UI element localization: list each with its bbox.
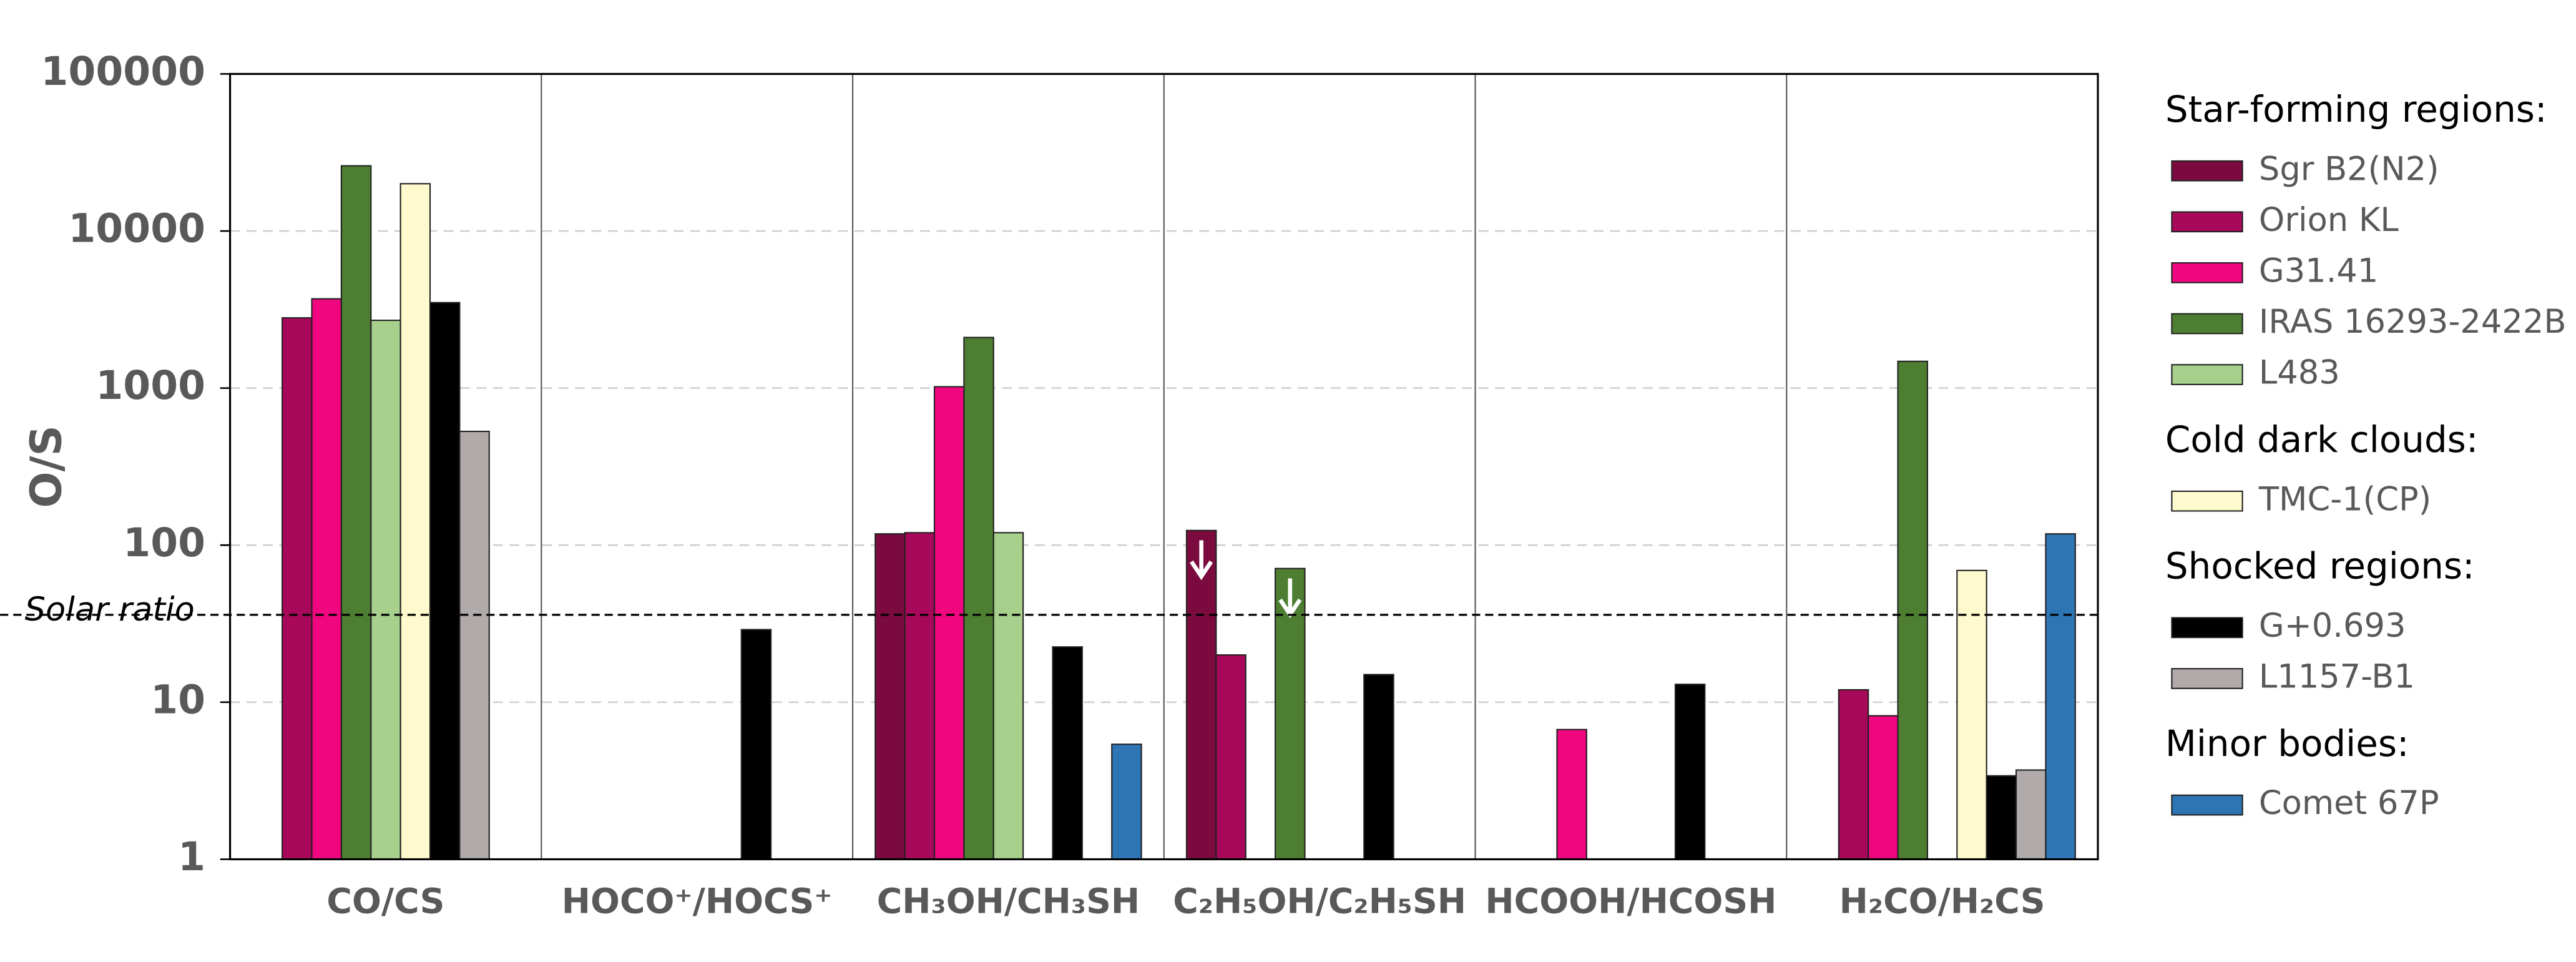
bar <box>1556 729 1587 860</box>
bar <box>340 165 372 860</box>
legend-label: TMC-1(CP) <box>2258 480 2431 518</box>
legend-label: Comet 67P <box>2259 784 2439 822</box>
bar <box>1363 674 1394 860</box>
bar <box>2045 533 2076 860</box>
legend-swatch <box>2171 490 2243 512</box>
bar <box>1185 529 1217 860</box>
bar <box>370 320 401 860</box>
y-tick-label: 10000 <box>68 205 205 252</box>
bar <box>1986 775 2017 860</box>
bar <box>1674 684 1706 860</box>
bar <box>1838 689 1869 860</box>
y-tick-label: 1000 <box>95 362 205 408</box>
x-tick-label: CH₃OH/CH₃SH <box>877 882 1140 922</box>
legend-swatch <box>2171 794 2243 816</box>
bar <box>1052 646 1083 860</box>
legend-group-title: Star-forming regions: <box>2165 88 2547 130</box>
bar <box>874 533 906 860</box>
y-tick-label: 1 <box>178 833 205 880</box>
legend-group-title: Shocked regions: <box>2165 545 2475 587</box>
bar <box>740 629 772 860</box>
legend-label: G31.41 <box>2259 252 2378 290</box>
legend-label: L483 <box>2259 354 2340 392</box>
legend-label: L1157-B1 <box>2259 658 2415 696</box>
x-tick-label: HOCO⁺/HOCS⁺ <box>562 882 833 922</box>
plot-frame <box>229 72 2099 861</box>
bar <box>1956 569 1987 860</box>
y-tick-label: 10 <box>150 676 205 722</box>
bar <box>933 386 965 860</box>
bar <box>282 317 313 860</box>
upper-limit-arrowhead <box>1190 560 1213 581</box>
bar <box>2015 769 2047 860</box>
legend-group-title: Cold dark clouds: <box>2165 418 2478 461</box>
bar <box>311 298 342 860</box>
y-tick-label: 100000 <box>41 48 205 94</box>
legend-label: Sgr B2(N2) <box>2259 150 2439 188</box>
bar <box>1111 744 1142 860</box>
legend-swatch <box>2171 313 2243 335</box>
y-axis-label: O/S <box>22 425 72 508</box>
legend-swatch <box>2171 617 2243 639</box>
legend-swatch <box>2171 211 2243 233</box>
bar <box>992 532 1024 860</box>
bar <box>429 302 461 860</box>
bar <box>1215 654 1246 860</box>
legend-swatch <box>2171 262 2243 283</box>
legend-label: Orion KL <box>2259 201 2399 239</box>
legend-label: IRAS 16293-2422B <box>2259 303 2567 341</box>
bar <box>459 430 490 860</box>
bar <box>1897 360 1929 860</box>
bar <box>963 336 994 860</box>
bar <box>399 183 431 860</box>
legend-swatch <box>2171 668 2243 689</box>
x-tick-label: CO/CS <box>326 882 444 922</box>
bar <box>904 532 936 860</box>
legend-label: G+0.693 <box>2259 607 2406 645</box>
legend-swatch <box>2171 160 2243 182</box>
solar-ratio-label: Solar ratio <box>25 591 195 629</box>
x-tick-label: C₂H₅OH/C₂H₅SH <box>1173 882 1466 922</box>
y-tick-label: 100 <box>123 519 205 566</box>
x-tick-label: H₂CO/H₂CS <box>1839 882 2045 922</box>
legend-group-title: Minor bodies: <box>2165 722 2409 765</box>
legend-swatch <box>2171 364 2243 385</box>
x-tick-label: HCOOH/HCOSH <box>1485 882 1776 922</box>
bar <box>1868 715 1899 860</box>
